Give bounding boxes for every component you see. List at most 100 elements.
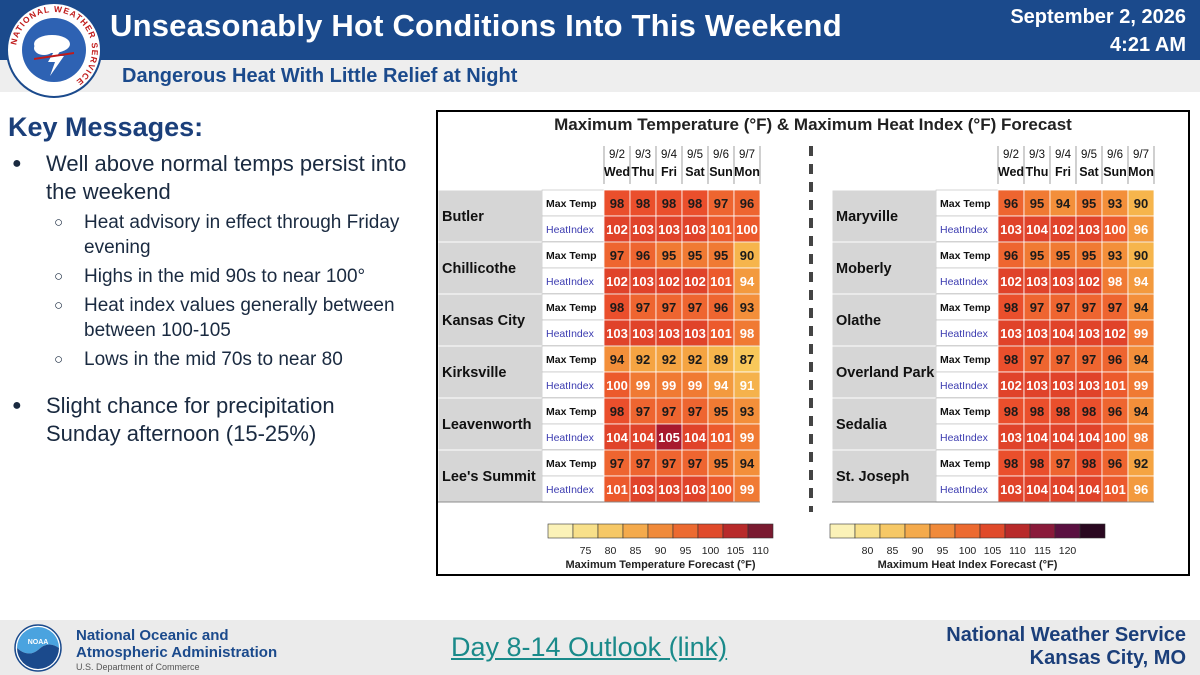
left-heatindex-value: 100 [736,222,758,237]
day-8-14-outlook-link[interactable]: Day 8-14 Outlook (link) [451,632,728,662]
left-maxtemp-value: 97 [610,456,624,471]
left-maxtemp-value: 94 [610,352,625,367]
left-day-header: Fri [661,165,677,179]
right-row-label-cell [935,293,999,321]
left-maxtemp-value: 97 [688,300,702,315]
left-maxtemp-value: 96 [714,300,728,315]
left-maxtemp-cell [707,345,735,373]
left-maxtemp-cell [733,345,761,373]
right-heatindex-value: 104 [1052,482,1074,497]
left-legend-swatch [647,523,674,539]
right-maxtemp-value: 98 [1004,300,1018,315]
left-row-label-cell [541,215,605,243]
left-legend-label: Maximum Temperature Forecast (°F) [565,559,755,571]
left-heatindex-value: 105 [658,430,680,445]
right-legend-swatch [854,523,881,539]
left-heatindex-cell [733,319,761,347]
left-heatindex-label: HeatIndex [546,276,595,288]
left-maxtemp-value: 97 [636,300,650,315]
right-heatindex-value: 103 [1078,326,1100,341]
right-heatindex-cell [1127,423,1155,451]
right-heatindex-cell [1049,423,1077,451]
sub-bullet-item: ○ Heat advisory in effect through Friday… [12,210,412,260]
right-heatindex-cell [1101,423,1129,451]
right-maxtemp-value: 94 [1134,404,1149,419]
left-maxtemp-cell [629,345,657,373]
left-maxtemp-label: Max Temp [546,406,597,418]
right-heatindex-value: 103 [1026,326,1048,341]
right-heatindex-value: 103 [1026,378,1048,393]
left-heatindex-value: 99 [636,378,650,393]
right-heatindex-value: 94 [1134,274,1149,289]
left-heatindex-cell [733,215,761,243]
right-legend-swatch [879,523,906,539]
forecast-table-graphic: Maximum Temperature (°F) & Maximum Heat … [436,110,1190,576]
right-city-name: Maryville [836,209,898,225]
right-heatindex-value: 103 [1078,222,1100,237]
left-maxtemp-label: Max Temp [546,250,597,262]
right-date-header: 9/2 [1003,149,1019,161]
left-legend-tick: 105 [727,545,745,557]
nws-office: National Weather Service Kansas City, MO [946,624,1186,670]
left-maxtemp-cell [707,241,735,269]
left-legend-tick: 95 [680,545,692,557]
left-maxtemp-label: Max Temp [546,354,597,366]
left-maxtemp-value: 96 [740,196,754,211]
left-heatindex-value: 91 [740,378,754,393]
right-maxtemp-cell [997,345,1025,373]
left-heatindex-value: 104 [632,430,654,445]
left-day-header: Mon [734,165,760,179]
right-heatindex-label: HeatIndex [940,380,989,392]
left-maxtemp-cell [655,449,683,477]
right-maxtemp-value: 97 [1108,300,1122,315]
left-maxtemp-value: 98 [688,196,702,211]
left-maxtemp-value: 97 [636,456,650,471]
left-maxtemp-cell [629,241,657,269]
left-heatindex-cell [681,319,709,347]
left-maxtemp-cell [707,293,735,321]
bullet-circle-icon: ○ [54,351,64,368]
nws-logo-emblem [22,18,86,82]
left-maxtemp-value: 98 [610,404,624,419]
page-title: Unseasonably Hot Conditions Into This We… [110,8,842,43]
right-day-header: Wed [998,165,1024,179]
left-city-name: Leavenworth [442,417,531,433]
left-legend-swatch [722,523,749,539]
right-day-header: Thu [1026,165,1049,179]
left-heatindex-cell [629,371,657,399]
right-heatindex-cell [1101,371,1129,399]
right-maxtemp-value: 97 [1030,300,1044,315]
left-city-name: Kirksville [442,365,507,381]
left-maxtemp-label: Max Temp [546,458,597,470]
left-maxtemp-cell [733,397,761,425]
right-heatindex-value: 101 [1104,482,1126,497]
left-heatindex-value: 103 [632,326,654,341]
left-maxtemp-label: Max Temp [546,198,597,210]
key-messages-list: ● Well above normal temps persist into t… [12,150,412,448]
right-heatindex-cell [1049,215,1077,243]
right-heatindex-cell [1127,475,1155,503]
right-heatindex-value: 101 [1104,378,1126,393]
left-heatindex-value: 99 [662,378,676,393]
right-legend-swatch [829,523,856,539]
right-heatindex-value: 103 [1052,378,1074,393]
right-maxtemp-cell [1127,241,1155,269]
nws-office-line1: National Weather Service [946,624,1186,646]
right-date-header: 9/5 [1081,149,1097,161]
subheader-title: Dangerous Heat With Little Relief at Nig… [122,65,518,87]
left-heatindex-label: HeatIndex [546,224,595,236]
left-heatindex-value: 102 [658,274,680,289]
issue-date: September 2, 2026 [1010,6,1186,28]
right-heatindex-value: 103 [1000,430,1022,445]
right-maxtemp-value: 95 [1030,196,1044,211]
left-date-header: 9/7 [739,149,755,161]
right-row-label-cell [935,397,999,425]
right-maxtemp-value: 90 [1134,248,1148,263]
noaa-name-line1: National Oceanic and [76,627,229,644]
right-legend-swatch [1079,523,1106,539]
right-heatindex-label: HeatIndex [940,224,989,236]
left-heatindex-value: 103 [684,326,706,341]
right-maxtemp-cell [1023,345,1051,373]
left-city-cell [438,449,543,503]
left-date-header: 9/5 [687,149,703,161]
